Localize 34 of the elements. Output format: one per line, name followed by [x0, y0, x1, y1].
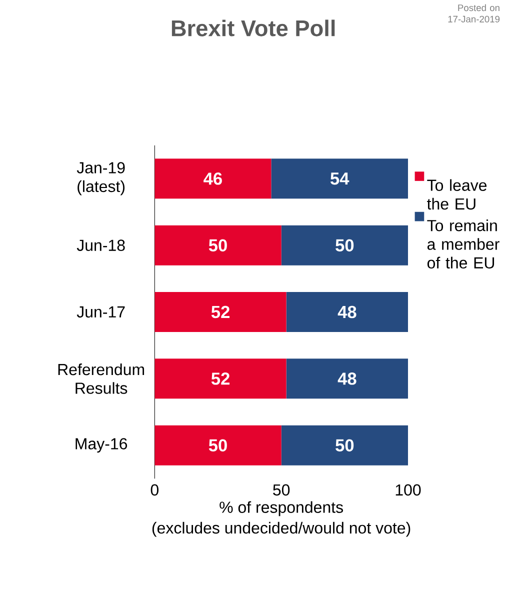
legend-label: To leave the EU	[427, 179, 487, 210]
bar	[154, 425, 282, 466]
x-tick-label: 0	[150, 484, 158, 496]
data-label: 54	[330, 172, 350, 185]
data-label: 48	[338, 372, 356, 385]
bar	[286, 358, 408, 399]
bar	[154, 292, 286, 332]
data-label: 52	[211, 372, 230, 385]
legend-label: To remain a member of the EU	[427, 219, 500, 269]
y-tick-label: Referendum Results	[58, 363, 144, 394]
data-label: 50	[208, 239, 227, 252]
bar	[281, 425, 408, 466]
data-label: 50	[336, 239, 354, 252]
y-tick-label: Jun-17	[76, 306, 125, 318]
x-tick-label: 50	[273, 484, 290, 496]
chart-title: Brexit Vote Poll	[172, 20, 335, 36]
y-tick-label: May-16	[76, 438, 128, 453]
data-label: 52	[211, 306, 230, 318]
bar	[271, 158, 408, 199]
bar	[286, 292, 408, 332]
y-tick-label: Jan-19 (latest)	[76, 162, 125, 196]
bar	[281, 225, 408, 266]
text: Posted on 17-Jan-2019	[448, 4, 500, 22]
x-tick-label: 100	[396, 484, 421, 496]
data-label: 50	[208, 439, 227, 452]
data-label: 48	[338, 306, 356, 318]
y-tick-label: Jun-18	[76, 240, 125, 251]
data-label: 50	[336, 439, 354, 452]
data-label: 46	[204, 172, 222, 185]
x-axis-title: % of respondents	[220, 501, 343, 516]
bar	[154, 358, 286, 399]
bar	[154, 158, 272, 199]
bar	[154, 225, 282, 266]
text: (excludes undecided/would not vote)	[152, 522, 410, 537]
